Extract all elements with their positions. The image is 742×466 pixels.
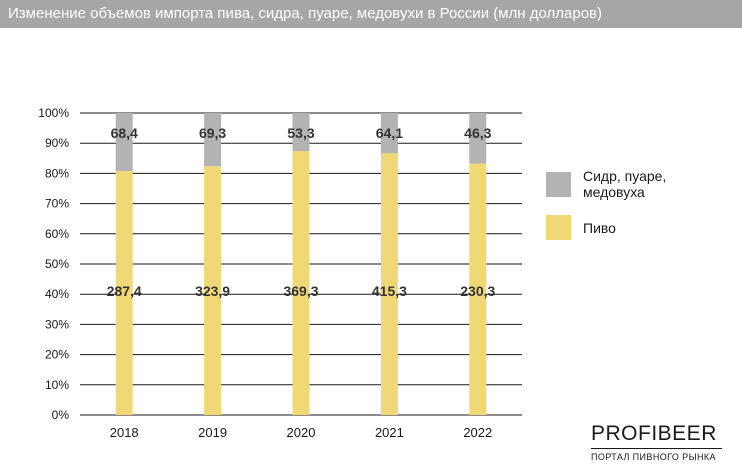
data-label-beer: 230,3 <box>460 283 495 299</box>
y-tick-label: 10% <box>45 378 69 392</box>
y-tick-label: 0% <box>52 408 70 422</box>
bar-beer <box>115 171 133 415</box>
data-label-beer: 415,3 <box>372 283 407 299</box>
data-label-beer: 323,9 <box>195 283 230 299</box>
x-tick-label: 2021 <box>375 425 404 440</box>
data-label-cider: 69,3 <box>199 125 226 141</box>
legend-label-beer: Пиво <box>583 219 616 236</box>
brand-logo: PROFIBEER ПОРТАЛ ПИВНОГО РЫНКА <box>591 423 731 462</box>
y-tick-label: 40% <box>45 287 69 301</box>
chart-title: Изменение объемов импорта пива, сидра, п… <box>8 5 603 22</box>
bar-cider <box>469 113 487 164</box>
x-tick-label: 2022 <box>463 425 492 440</box>
title-bar: Изменение объемов импорта пива, сидра, п… <box>0 0 742 28</box>
y-tick-label: 30% <box>45 317 69 331</box>
legend-item-beer: Пиво <box>546 215 616 240</box>
data-label-cider: 53,3 <box>287 125 314 141</box>
brand-name: PROFIBEER <box>591 422 717 445</box>
y-tick-label: 80% <box>45 166 69 180</box>
brand-divider <box>591 448 722 449</box>
y-tick-label: 50% <box>45 257 69 271</box>
bar-cider <box>115 113 133 172</box>
data-label-beer: 287,4 <box>107 283 142 299</box>
bar-cider <box>204 113 222 167</box>
data-label-cider: 64,1 <box>376 125 403 141</box>
x-tick-label: 2020 <box>287 425 316 440</box>
y-tick-label: 70% <box>45 197 69 211</box>
bar-beer <box>292 151 310 415</box>
bar-cider <box>292 113 310 152</box>
bar-beer <box>469 163 487 415</box>
legend-label-cider: Сидр, пуаре, медовуха <box>583 168 667 200</box>
bar-beer <box>204 166 222 415</box>
data-label-cider: 46,3 <box>464 125 491 141</box>
x-tick-label: 2019 <box>198 425 227 440</box>
y-tick-label: 20% <box>45 348 69 362</box>
bar-beer <box>380 153 398 415</box>
y-tick-label: 100% <box>38 106 69 120</box>
data-label-cider: 68,4 <box>111 125 138 141</box>
legend-swatch-cider <box>546 171 571 197</box>
y-tick-label: 60% <box>45 227 69 241</box>
bar-cider <box>380 113 398 154</box>
x-tick-label: 2018 <box>110 425 139 440</box>
y-tick-label: 90% <box>45 136 69 150</box>
legend-swatch-beer <box>546 215 571 240</box>
brand-subtitle: ПОРТАЛ ПИВНОГО РЫНКА <box>591 452 716 462</box>
legend-item-cider: Сидр, пуаре, медовуха <box>546 168 713 200</box>
data-label-beer: 369,3 <box>283 283 318 299</box>
